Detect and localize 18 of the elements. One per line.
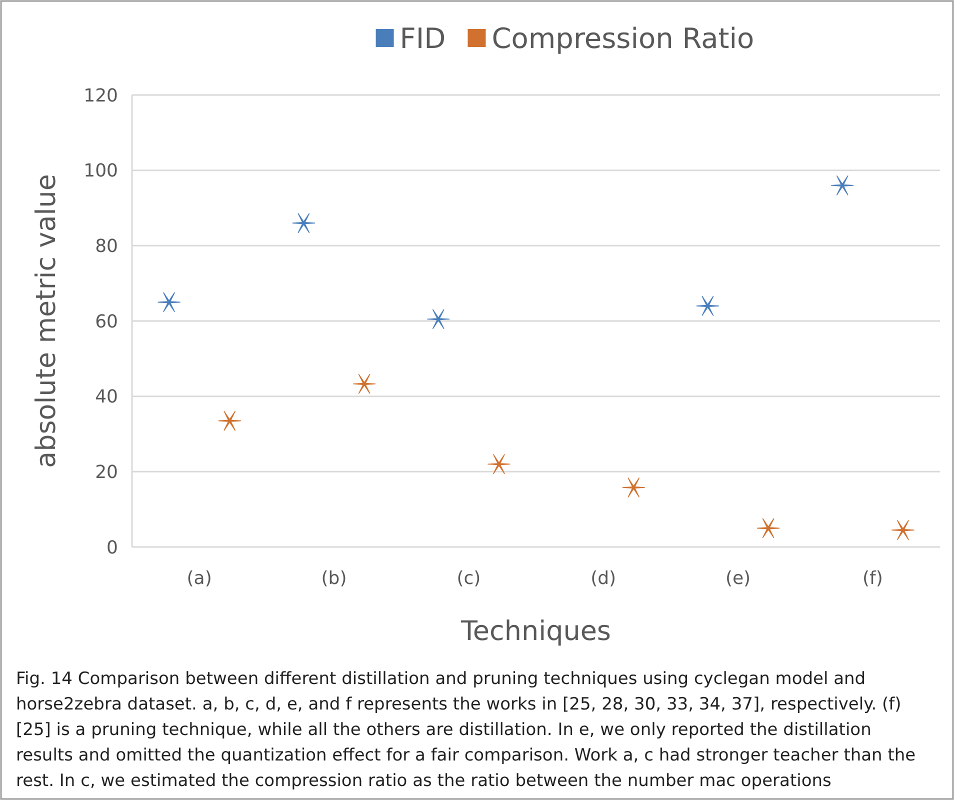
x-tick-label: (f) (862, 568, 883, 589)
legend-label: Compression Ratio (492, 22, 754, 55)
y-tick-label: 100 (84, 160, 118, 182)
y-tick-label: 40 (95, 386, 118, 408)
x-tick-label: (d) (590, 568, 616, 589)
y-axis-title: absolute metric value (31, 174, 62, 468)
y-tick-label: 60 (95, 311, 118, 332)
x-tick-label: (a) (186, 568, 212, 589)
y-tick-label: 120 (84, 85, 118, 106)
legend-label: FID (400, 22, 446, 55)
x-axis-title: Techniques (460, 616, 612, 647)
x-tick-label: (b) (321, 568, 347, 589)
caption: Fig. 14 Comparison between different distillation and pruning techniques using cyclegan model and horse2zebra dataset. a, b, c, d, e, and f represents the works in [25, 28, 30, 33, 34, 37], respectively. (f) [25] is a pruning technique, while all the others are distillation. In e, we only reported the distillation results and omitted the quantization effect for a fair comparison. Work a, c had stronger teacher than the rest. In c, we estimated the compression ratio as the ratio between the number mac operations (16, 669, 916, 791)
y-tick-label: 20 (95, 462, 118, 483)
y-tick-label: 0 (106, 537, 118, 558)
y-tick-label: 80 (95, 236, 118, 257)
x-tick-label: (c) (456, 568, 481, 589)
x-tick-label: (e) (725, 568, 751, 589)
